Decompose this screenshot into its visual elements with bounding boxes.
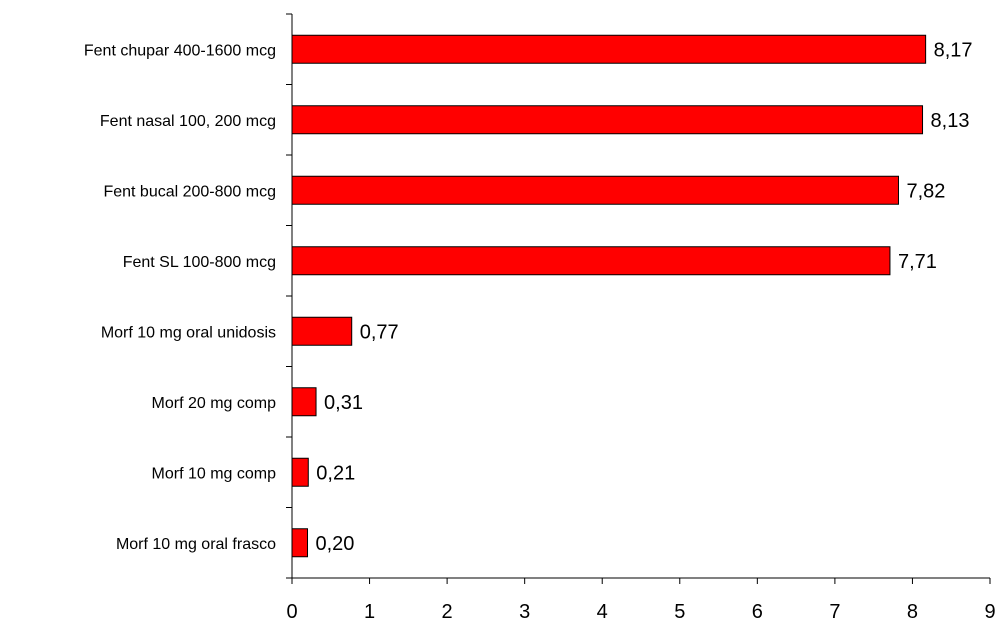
- data-label: 0,31: [324, 392, 363, 414]
- data-label: 0,21: [316, 462, 355, 484]
- category-label: Morf 10 mg oral unidosis: [101, 324, 276, 341]
- x-tick-label: 0: [286, 601, 297, 623]
- x-tick-label: 9: [984, 601, 995, 623]
- category-label: Fent nasal 100, 200 mcg: [100, 113, 276, 130]
- bar: [291, 316, 353, 346]
- x-tick-label: 8: [907, 601, 918, 623]
- bar: [291, 175, 899, 205]
- data-label: 0,20: [316, 533, 355, 555]
- bar: [291, 387, 317, 417]
- data-label: 7,71: [898, 251, 937, 273]
- x-tick-label: 1: [364, 601, 375, 623]
- x-tick-label: 3: [519, 601, 530, 623]
- data-label: 8,17: [934, 39, 973, 61]
- category-label: Fent bucal 200-800 mcg: [103, 183, 276, 200]
- category-label: Morf 20 mg comp: [152, 395, 277, 412]
- x-tick-label: 6: [752, 601, 763, 623]
- data-label: 0,77: [360, 321, 399, 343]
- bar: [291, 105, 924, 135]
- category-label: Morf 10 mg comp: [152, 465, 277, 482]
- bars-layer: [286, 13, 927, 579]
- bar: [291, 34, 927, 64]
- bar: [291, 528, 309, 558]
- category-label: Morf 10 mg oral frasco: [116, 536, 276, 553]
- data-label: 7,82: [906, 180, 945, 202]
- x-tick-label: 5: [674, 601, 685, 623]
- labels-layer: Fent chupar 400-1600 mcg 8,17 Fent nasal 1…: [84, 39, 996, 623]
- x-tick-label: 4: [597, 601, 608, 623]
- category-label: Fent chupar 400-1600 mcg: [84, 42, 276, 59]
- x-tick-label: 7: [829, 601, 840, 623]
- x-tick-label: 2: [442, 601, 453, 623]
- axis-layer: [291, 14, 990, 579]
- bar: [291, 246, 891, 276]
- bar: [291, 457, 309, 487]
- data-label: 8,13: [931, 110, 970, 132]
- category-label: Fent SL 100-800 mcg: [123, 254, 276, 271]
